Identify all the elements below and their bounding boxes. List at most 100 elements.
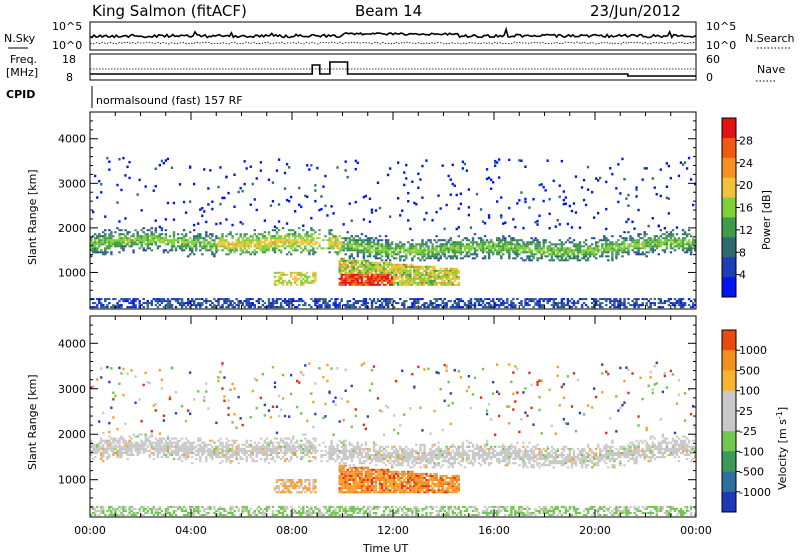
data-cell (279, 277, 283, 280)
data-cell (120, 298, 123, 301)
data-cell (340, 271, 343, 274)
data-cell (481, 245, 485, 248)
data-cell (180, 404, 184, 408)
data-cell (203, 447, 206, 450)
data-cell (195, 247, 198, 250)
data-cell (443, 304, 446, 307)
data-cell (195, 243, 198, 246)
data-cell (384, 251, 388, 254)
data-cell (100, 191, 103, 194)
data-cell (193, 447, 196, 450)
data-cell (405, 277, 408, 280)
data-cell (455, 269, 458, 272)
data-cell (393, 271, 396, 274)
data-cell (227, 439, 230, 442)
data-cell (108, 298, 111, 301)
data-cell (241, 243, 244, 246)
data-cell (562, 302, 566, 305)
data-cell (512, 257, 515, 260)
data-cell (180, 237, 184, 240)
data-cell (384, 283, 388, 286)
data-cell (94, 510, 97, 512)
data-cell (154, 403, 157, 406)
data-cell (96, 443, 99, 446)
data-cell (429, 265, 432, 268)
data-cell (384, 263, 388, 266)
data-cell (215, 243, 218, 246)
data-cell (158, 505, 162, 508)
data-cell (233, 441, 236, 444)
data-cell (102, 454, 105, 456)
data-cell (178, 445, 182, 448)
data-cell (201, 247, 204, 250)
data-cell (172, 241, 176, 244)
data-cell (431, 273, 434, 276)
data-cell (245, 505, 248, 508)
data-cell (528, 249, 531, 252)
data-cell (132, 251, 135, 254)
data-cell (639, 237, 642, 240)
data-cell (419, 298, 422, 301)
data-cell (314, 184, 317, 187)
data-cell (245, 304, 248, 307)
data-cell (411, 243, 414, 246)
data-cell (233, 514, 236, 516)
data-cell (124, 245, 127, 248)
data-cell (496, 161, 499, 164)
data-cell (643, 253, 646, 256)
data-cell (281, 245, 285, 248)
data-cell (197, 505, 200, 508)
data-cell (407, 281, 410, 284)
data-cell (328, 300, 331, 303)
data-cell (358, 277, 362, 280)
data-cell (681, 306, 685, 309)
data-cell (98, 449, 101, 452)
data-cell (233, 439, 236, 442)
data-cell (191, 505, 194, 508)
data-cell (340, 257, 343, 260)
data-cell (122, 156, 125, 160)
data-cell (485, 241, 489, 244)
data-cell (659, 194, 662, 198)
data-cell (411, 259, 414, 262)
data-cell (380, 279, 384, 282)
data-cell (227, 241, 230, 244)
data-cell (209, 241, 212, 244)
data-cell (182, 243, 186, 246)
data-cell (158, 241, 162, 244)
data-cell (340, 263, 343, 266)
data-cell (146, 241, 149, 244)
data-cell (209, 237, 212, 240)
data-cell (627, 253, 630, 256)
data-cell (487, 176, 491, 180)
data-cell (603, 298, 606, 301)
data-cell (671, 229, 675, 232)
data-cell (483, 247, 487, 250)
data-cell (461, 257, 465, 260)
data-cell (443, 267, 446, 270)
data-cell (356, 267, 359, 270)
data-cell (643, 241, 646, 244)
data-cell (241, 510, 244, 512)
data-cell (437, 239, 440, 242)
data-cell (255, 300, 258, 303)
data-cell (265, 505, 269, 508)
data-cell (285, 302, 289, 305)
data-cell (514, 253, 517, 256)
data-cell (92, 210, 95, 214)
data-cell (389, 247, 392, 250)
data-cell (308, 241, 311, 244)
data-cell (465, 251, 469, 254)
data-cell (366, 249, 370, 252)
data-cell (336, 245, 339, 248)
data-cell (197, 447, 200, 450)
data-cell (413, 273, 416, 276)
data-cell (176, 452, 180, 454)
data-cell (447, 251, 450, 254)
data-cell (249, 416, 252, 419)
data-cell (211, 458, 214, 461)
data-cell (184, 241, 188, 244)
data-cell (209, 449, 212, 452)
data-cell (625, 239, 628, 242)
data-cell (199, 245, 202, 248)
